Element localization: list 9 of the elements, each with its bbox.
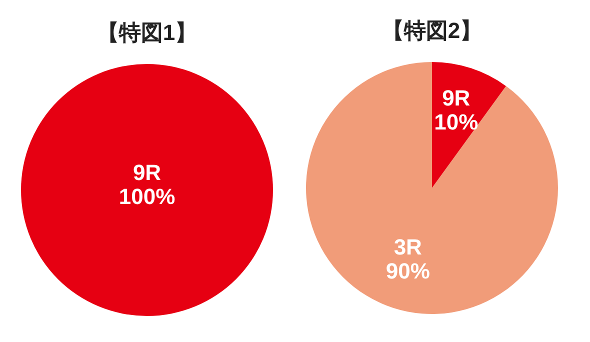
slice-label: 9R (442, 86, 470, 111)
chart-title: 【特図2】 (382, 18, 482, 43)
data-label: 100% (118, 184, 176, 209)
data-label: 10% (434, 110, 478, 135)
slice-label: 3R (394, 234, 422, 260)
pie-slice (306, 62, 558, 314)
chart-title: 【特図1】 (96, 20, 198, 45)
data-label: 90% (386, 258, 430, 284)
slice-label: 9R (132, 160, 162, 185)
